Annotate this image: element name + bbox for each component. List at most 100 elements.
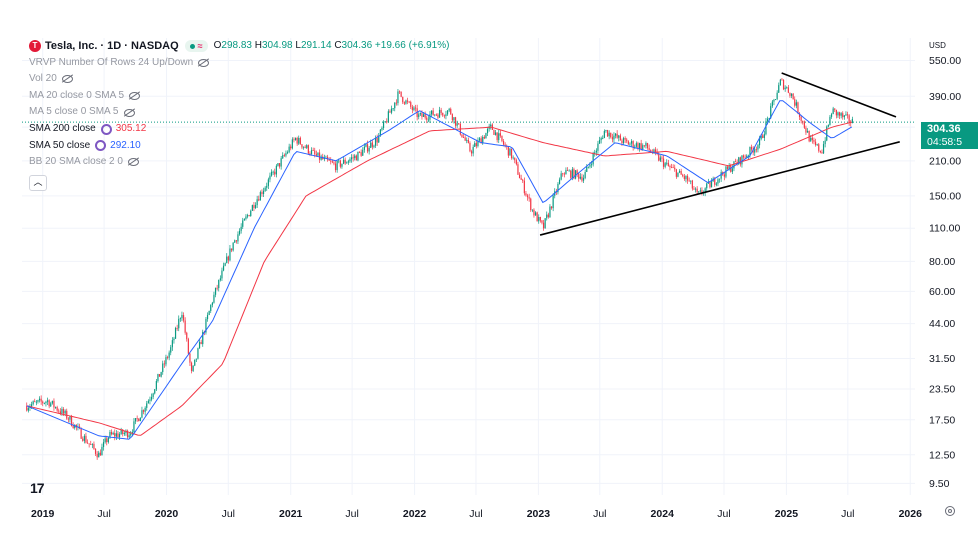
hidden-eye-icon[interactable] — [198, 58, 210, 67]
candle-body — [714, 178, 716, 185]
candle-body — [429, 114, 431, 120]
tradingview-logo[interactable]: 17 — [30, 480, 45, 496]
candle-body — [562, 173, 564, 175]
candle-body — [706, 183, 708, 189]
candle-body — [726, 166, 729, 170]
candle-body — [221, 270, 223, 279]
candle-body — [331, 161, 333, 163]
indicator-row[interactable]: VRVP Number Of Rows 24 Up/Down — [29, 55, 449, 72]
gear-icon[interactable] — [944, 505, 956, 517]
candle-body — [74, 424, 76, 428]
indicator-label[interactable]: BB 20 SMA close 2 0 — [29, 156, 123, 168]
candle-body — [144, 407, 146, 412]
candle-body — [272, 171, 274, 173]
candle-body — [478, 138, 481, 141]
candle-body — [587, 166, 589, 168]
candle-body — [123, 433, 125, 435]
candle-body — [835, 109, 837, 116]
hidden-eye-icon[interactable] — [127, 158, 139, 167]
candle-body — [376, 137, 378, 143]
candle-body — [90, 444, 92, 446]
candle-body — [485, 133, 487, 139]
candle-body — [66, 410, 68, 419]
candle-body — [678, 171, 681, 173]
candle-body — [466, 139, 468, 141]
candle-body — [59, 411, 61, 414]
candle-body — [381, 127, 383, 130]
candle-body — [355, 155, 357, 161]
candle-body — [454, 117, 457, 126]
candle-body — [493, 129, 495, 135]
candle-body — [418, 114, 420, 117]
hidden-eye-icon[interactable] — [129, 92, 141, 101]
candle-body — [592, 153, 594, 165]
indicator-label[interactable]: MA 20 close 0 SMA 5 — [29, 89, 125, 101]
indicator-row[interactable]: Vol 20 — [29, 71, 449, 88]
candle-body — [642, 145, 644, 150]
time-axis[interactable]: 2019 Jul 2020 Jul 2021 Jul 2022 Jul 2023 Jul 2024 J… — [31, 508, 922, 520]
candle-body — [558, 179, 561, 184]
candle-body — [336, 160, 338, 171]
candle-body — [680, 171, 682, 175]
indicator-row[interactable]: BB 20 SMA close 2 0 — [29, 154, 449, 171]
candle-body — [490, 124, 492, 127]
indicator-row[interactable]: MA 20 close 0 SMA 5 — [29, 88, 449, 105]
candle-body — [69, 416, 71, 420]
candle-body — [610, 132, 612, 138]
candle-body — [738, 157, 740, 164]
indicator-settings-icon[interactable] — [100, 123, 112, 135]
candle-body — [146, 403, 148, 408]
symbol-title[interactable]: Tesla, Inc. · 1D · NASDAQ — [45, 40, 179, 52]
indicator-label[interactable]: Vol 20 — [29, 73, 57, 85]
sma50-line — [26, 100, 853, 440]
candle-body — [306, 145, 308, 148]
time-tick-label: 2020 — [155, 508, 179, 520]
candle-body — [834, 108, 836, 110]
candle-body — [822, 144, 825, 154]
candle-body — [82, 438, 84, 441]
candle-body — [395, 102, 397, 104]
candle-body — [294, 137, 297, 141]
candle-body — [462, 137, 465, 139]
candle-body — [26, 405, 28, 411]
candle-body — [347, 161, 349, 163]
candle-body — [293, 139, 295, 141]
indicator-row[interactable]: MA 5 close 0 SMA 5 — [29, 104, 449, 121]
candle-body — [619, 135, 621, 141]
price-axis[interactable]: 550.00390.00290.00210.00150.00110.0080.0… — [929, 41, 961, 490]
candle-body — [754, 149, 756, 153]
indicator-label[interactable]: SMA 200 close — [29, 122, 96, 134]
candle-body — [288, 146, 290, 153]
time-tick-label: Jul — [345, 508, 358, 520]
candle-body — [126, 430, 129, 438]
candle-body — [131, 432, 133, 434]
hidden-eye-icon[interactable] — [61, 75, 73, 84]
candle-body — [354, 155, 356, 159]
candle-body — [752, 149, 754, 153]
indicator-label[interactable]: VRVP Number Of Rows 24 Up/Down — [29, 56, 194, 68]
candle-body — [358, 151, 361, 153]
candle-body — [318, 152, 321, 160]
indicator-row[interactable]: SMA 50 close 292.10 — [29, 138, 449, 155]
collapse-legend-button[interactable]: ︿ — [29, 174, 47, 191]
candle-body — [603, 131, 605, 139]
candle-body — [222, 265, 225, 271]
symbol-row[interactable]: T Tesla, Inc. · 1D · NASDAQ ≈ O298.83 H3… — [29, 38, 449, 55]
candle-body — [741, 155, 743, 165]
candle-body — [827, 124, 829, 127]
candle-body — [262, 190, 265, 195]
candle-body — [352, 157, 354, 159]
indicator-settings-icon[interactable] — [95, 140, 107, 152]
market-status-badge[interactable]: ≈ — [184, 40, 208, 53]
trendlines[interactable] — [539, 72, 900, 236]
time-tick-label: 2026 — [899, 508, 923, 520]
candle-body — [733, 161, 735, 169]
indicator-label[interactable]: MA 5 close 0 SMA 5 — [29, 106, 119, 118]
hidden-eye-icon[interactable] — [123, 108, 135, 117]
indicator-row[interactable]: SMA 200 close 305.12 — [29, 121, 449, 138]
candle-body — [528, 197, 530, 199]
candle-body — [510, 148, 513, 159]
indicator-label[interactable]: SMA 50 close — [29, 139, 91, 151]
candle-body — [814, 141, 817, 145]
